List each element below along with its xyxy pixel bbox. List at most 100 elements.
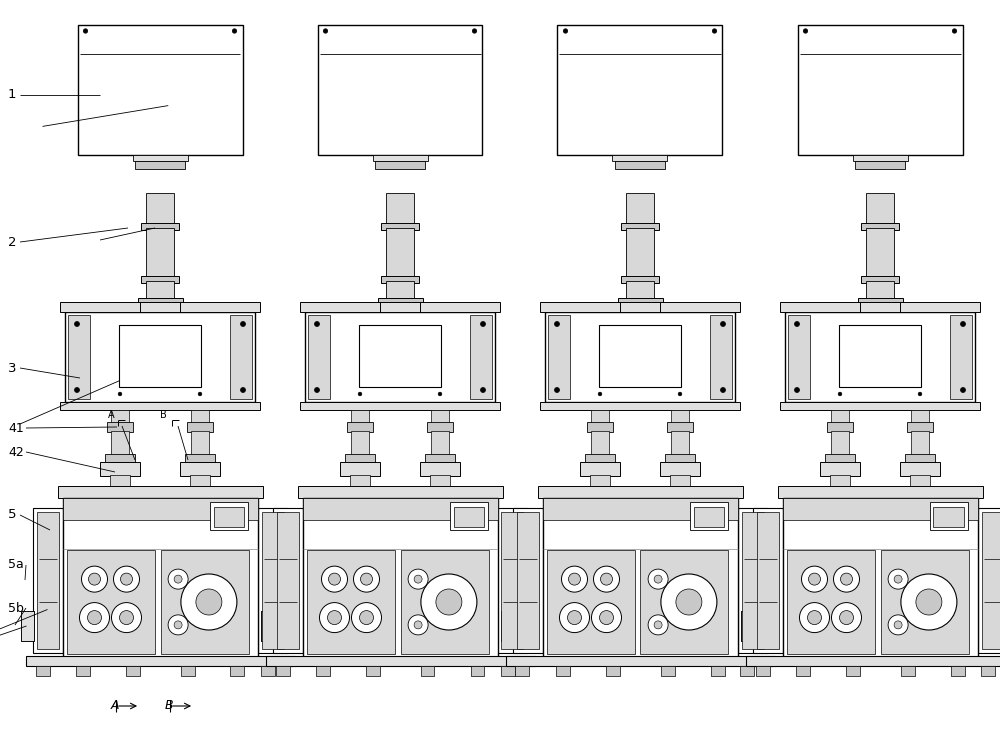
Bar bbox=[660, 666, 674, 676]
Bar bbox=[753, 508, 783, 653]
Bar bbox=[556, 666, 570, 676]
Circle shape bbox=[80, 602, 110, 632]
Bar bbox=[933, 507, 964, 527]
Circle shape bbox=[554, 322, 559, 326]
Bar bbox=[640, 550, 728, 654]
Text: 3: 3 bbox=[8, 362, 16, 374]
Bar bbox=[276, 666, 290, 676]
Bar bbox=[316, 666, 330, 676]
Bar bbox=[580, 462, 620, 476]
Bar bbox=[276, 512, 298, 649]
Circle shape bbox=[113, 566, 140, 592]
Bar bbox=[671, 410, 689, 423]
Text: 5b: 5b bbox=[8, 602, 24, 614]
Circle shape bbox=[421, 574, 477, 630]
Bar bbox=[214, 507, 244, 527]
Circle shape bbox=[678, 392, 682, 396]
Circle shape bbox=[112, 602, 142, 632]
Circle shape bbox=[436, 589, 462, 615]
Circle shape bbox=[840, 610, 854, 625]
Bar bbox=[351, 431, 369, 455]
Bar bbox=[741, 611, 754, 641]
Bar bbox=[907, 422, 933, 432]
Bar bbox=[347, 422, 373, 432]
Bar bbox=[381, 223, 419, 230]
Circle shape bbox=[712, 28, 717, 33]
Text: $B$: $B$ bbox=[164, 699, 174, 712]
Bar bbox=[591, 410, 609, 423]
Bar bbox=[230, 666, 244, 676]
Circle shape bbox=[952, 28, 957, 33]
Bar bbox=[375, 161, 425, 169]
Bar bbox=[378, 298, 422, 305]
Bar bbox=[866, 228, 894, 278]
Circle shape bbox=[800, 602, 830, 632]
Bar bbox=[302, 498, 498, 658]
Bar bbox=[830, 475, 850, 487]
Bar bbox=[260, 611, 274, 641]
Circle shape bbox=[472, 28, 477, 33]
Bar bbox=[546, 550, 635, 654]
Bar bbox=[119, 325, 201, 387]
Bar bbox=[852, 155, 908, 161]
Bar bbox=[866, 193, 894, 225]
Bar bbox=[780, 402, 980, 410]
Circle shape bbox=[560, 602, 590, 632]
Bar bbox=[36, 666, 50, 676]
Bar bbox=[111, 431, 129, 455]
Bar bbox=[548, 315, 570, 399]
Circle shape bbox=[654, 621, 662, 629]
Circle shape bbox=[328, 610, 342, 625]
Bar bbox=[366, 666, 380, 676]
Bar bbox=[386, 228, 414, 278]
Bar bbox=[542, 498, 738, 520]
Bar bbox=[540, 402, 740, 410]
Bar bbox=[262, 512, 284, 649]
Circle shape bbox=[323, 28, 328, 33]
Bar bbox=[820, 462, 860, 476]
Bar bbox=[138, 298, 182, 305]
Bar bbox=[345, 454, 375, 462]
Bar bbox=[65, 312, 255, 402]
Circle shape bbox=[598, 392, 602, 396]
Bar bbox=[516, 512, 538, 649]
Circle shape bbox=[480, 322, 485, 326]
Bar bbox=[76, 666, 90, 676]
Bar bbox=[191, 410, 209, 423]
Circle shape bbox=[600, 573, 612, 585]
Circle shape bbox=[654, 575, 662, 583]
Bar bbox=[866, 281, 894, 298]
Bar bbox=[900, 462, 940, 476]
Bar bbox=[538, 486, 742, 498]
Bar bbox=[308, 315, 330, 399]
Bar bbox=[780, 302, 980, 312]
Circle shape bbox=[720, 322, 726, 326]
Bar bbox=[191, 431, 209, 455]
Bar bbox=[621, 223, 659, 230]
Circle shape bbox=[75, 388, 80, 392]
Circle shape bbox=[568, 610, 582, 625]
Bar bbox=[78, 25, 242, 155]
Circle shape bbox=[961, 322, 966, 326]
Circle shape bbox=[888, 615, 908, 635]
Circle shape bbox=[568, 573, 580, 585]
Bar bbox=[861, 223, 899, 230]
Circle shape bbox=[676, 589, 702, 615]
Bar bbox=[785, 312, 975, 402]
Circle shape bbox=[352, 602, 382, 632]
Bar bbox=[846, 666, 860, 676]
Circle shape bbox=[480, 388, 485, 392]
Circle shape bbox=[240, 388, 245, 392]
Bar bbox=[660, 462, 700, 476]
Bar bbox=[710, 666, 724, 676]
Circle shape bbox=[88, 610, 102, 625]
Circle shape bbox=[196, 589, 222, 615]
Circle shape bbox=[808, 573, 821, 585]
Circle shape bbox=[832, 602, 862, 632]
Bar bbox=[746, 656, 1000, 666]
Circle shape bbox=[961, 388, 966, 392]
Bar bbox=[126, 666, 140, 676]
Bar bbox=[261, 666, 275, 676]
Bar bbox=[298, 486, 503, 498]
Bar bbox=[230, 315, 252, 399]
